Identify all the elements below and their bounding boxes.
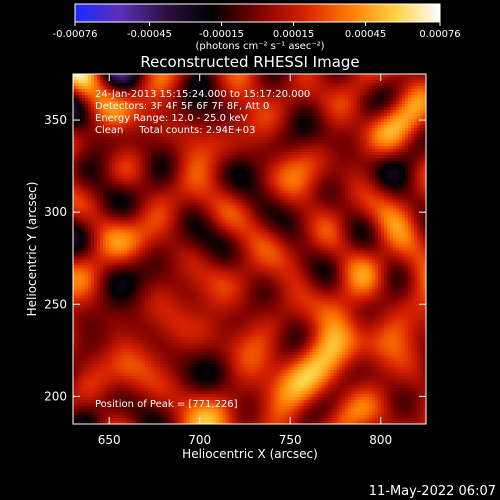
annotation-time: 24-Jan-2013 15:15:24.000 to 15:17:20.000 bbox=[95, 89, 310, 100]
y-tick-label: 300 bbox=[44, 205, 67, 219]
colorbar-tick-label: 0.00015 bbox=[273, 29, 314, 40]
colorbar-tick-label: 0.00076 bbox=[419, 29, 460, 40]
annotation-energy: Energy Range: 12.0 - 25.0 keV bbox=[95, 113, 248, 124]
x-axis-label: Heliocentric X (arcsec) bbox=[182, 447, 318, 461]
colorbar-ticks: -0.00076 -0.00045 -0.00015 0.00015 0.00045 0.… bbox=[53, 22, 461, 40]
y-axis-label: Heliocentric Y (arcsec) bbox=[25, 182, 39, 317]
annotation-detectors: Detectors: 3F 4F 5F 6F 7F 8F, Att 0 bbox=[95, 101, 269, 112]
image-annotations: 24-Jan-2013 15:15:24.000 to 15:17:20.000… bbox=[95, 89, 310, 410]
footer-date: 11-May-2022 06:07 bbox=[369, 484, 496, 499]
y-axis: 200 250 300 350 bbox=[44, 113, 426, 403]
y-tick-label: 250 bbox=[44, 297, 67, 311]
annotation-peak: Position of Peak = [771,226] bbox=[95, 399, 238, 410]
y-tick-label: 350 bbox=[44, 113, 67, 127]
x-tick-label: 750 bbox=[279, 433, 302, 447]
heatmap-image bbox=[73, 74, 426, 424]
plot-frame bbox=[72, 73, 427, 425]
colorbar-tick-label: -0.00045 bbox=[127, 29, 172, 40]
colorbar-units: (photons cm⁻² s⁻¹ asec⁻²) bbox=[195, 41, 324, 52]
x-tick-label: 650 bbox=[98, 433, 121, 447]
chart-title: Reconstructed RHESSI Image bbox=[140, 53, 359, 71]
colorbar-tick-label: 0.00045 bbox=[345, 29, 386, 40]
annotation-method: Clean Total counts: 2.94E+03 bbox=[95, 125, 255, 136]
colorbar-tick-label: -0.00076 bbox=[53, 29, 98, 40]
colorbar-tick-label: -0.00015 bbox=[199, 29, 244, 40]
x-tick-label: 800 bbox=[369, 433, 392, 447]
colorbar-strip bbox=[74, 3, 441, 23]
colorbar: -0.00076 -0.00045 -0.00015 0.00015 0.00045 0.… bbox=[53, 3, 461, 52]
x-tick-label: 700 bbox=[188, 433, 211, 447]
x-axis: 650 700 750 800 bbox=[98, 74, 392, 447]
y-tick-label: 200 bbox=[44, 389, 67, 403]
plot-area: 650 700 750 800 200 250 300 350 bbox=[44, 73, 427, 447]
